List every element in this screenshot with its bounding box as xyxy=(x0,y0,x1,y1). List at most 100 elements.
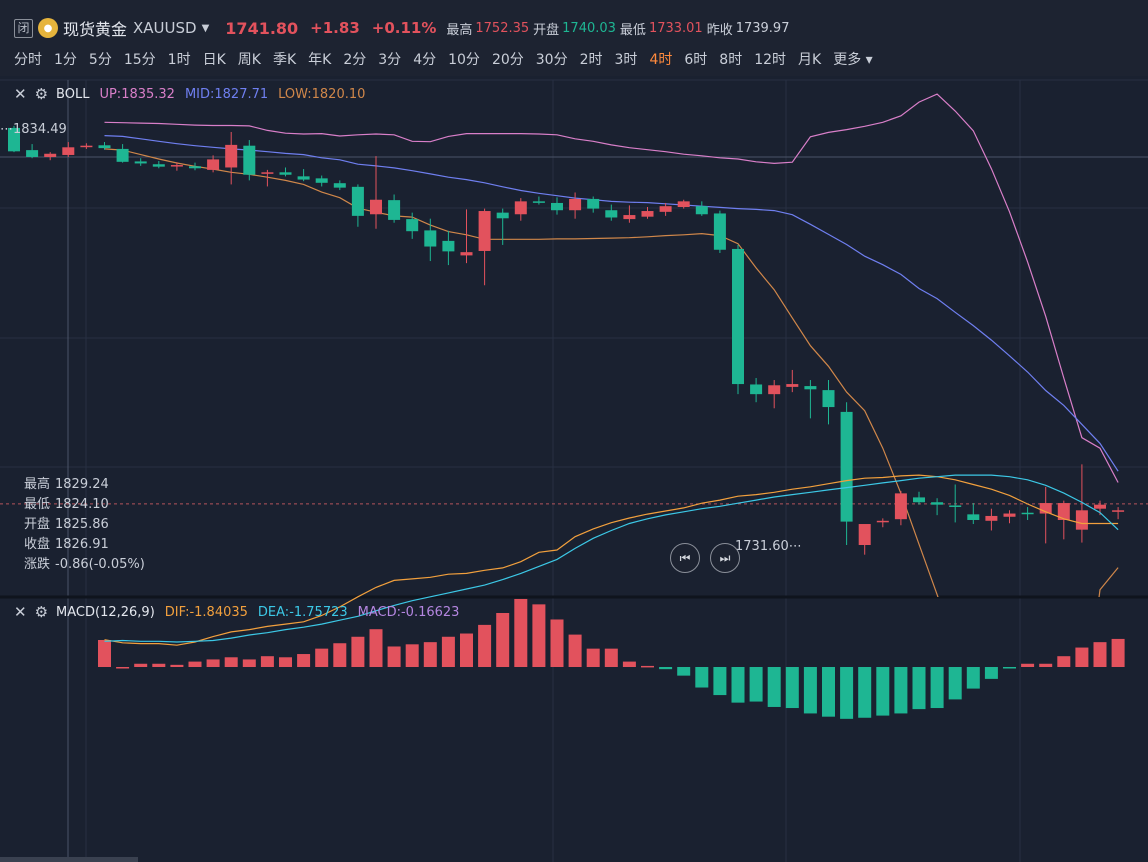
candle-body xyxy=(1021,512,1034,515)
candle-body xyxy=(460,252,473,256)
chevron-down-icon[interactable]: ▼ xyxy=(201,22,210,34)
candle-body xyxy=(858,524,871,545)
candle xyxy=(623,205,636,223)
macd-chart xyxy=(98,474,1125,719)
prev-candle-button[interactable]: ⏮ xyxy=(670,543,700,573)
candle xyxy=(894,490,907,526)
candle xyxy=(967,503,980,525)
period-tab-12[interactable]: 10分 xyxy=(448,52,480,68)
period-tab-0[interactable]: 分时 xyxy=(14,52,42,68)
candle xyxy=(116,144,129,163)
macd-bar xyxy=(460,633,473,667)
candle xyxy=(876,518,889,528)
boll-up-line xyxy=(104,93,1119,483)
boll-legend: ✕ ⚙ BOLL UP:1835.32 MID:1827.71 LOW:1820… xyxy=(14,84,365,104)
skip-forward-icon: ⏭ xyxy=(719,550,731,565)
period-tab-7[interactable]: 季K xyxy=(272,52,297,68)
period-tab-11[interactable]: 4分 xyxy=(413,52,437,68)
period-tab-6[interactable]: 周K xyxy=(237,52,261,68)
kline-chart[interactable] xyxy=(0,76,1148,862)
macd-bar xyxy=(677,667,691,676)
macd-bar xyxy=(695,667,709,688)
candle xyxy=(677,199,690,209)
horizontal-scrollbar[interactable] xyxy=(0,857,138,862)
instrument-name[interactable]: 现货黄金 xyxy=(63,20,128,39)
period-tab-18[interactable]: 6时 xyxy=(684,52,708,68)
open-label: 开盘 xyxy=(533,22,560,38)
period-tab-1[interactable]: 1分 xyxy=(54,52,77,68)
candle-body xyxy=(713,213,726,250)
candle-body xyxy=(623,215,636,220)
gold-coin-icon: ● xyxy=(38,18,58,38)
candle xyxy=(804,380,817,419)
ohlc-low-value: 1824.10 xyxy=(55,497,109,512)
period-tab-5[interactable]: 日K xyxy=(202,52,226,68)
close-icon[interactable]: ✕ xyxy=(14,85,27,103)
macd-name: MACD(12,26,9) xyxy=(56,604,155,620)
macd-bar xyxy=(840,667,854,719)
macd-dea-value: DEA:-1.75723 xyxy=(257,604,348,620)
candle xyxy=(750,378,763,403)
period-tab-16[interactable]: 3时 xyxy=(614,52,638,68)
candle-body xyxy=(388,200,401,220)
close-market-badge[interactable]: 闭 xyxy=(14,18,33,38)
period-tab-20[interactable]: 12时 xyxy=(754,52,787,68)
ohlc-close-label: 收盘 xyxy=(24,537,51,552)
period-tab-14[interactable]: 30分 xyxy=(535,52,568,68)
candle xyxy=(406,212,419,239)
period-tab-8[interactable]: 年K xyxy=(308,52,332,68)
prev-close-label: 昨收 xyxy=(706,22,733,38)
period-tab-22[interactable]: 更多 ▾ xyxy=(833,52,873,68)
candle-body xyxy=(840,411,853,522)
macd-bar xyxy=(785,667,799,709)
period-tab-21[interactable]: 月K xyxy=(798,52,822,68)
close-icon[interactable]: ✕ xyxy=(14,603,27,621)
ohlc-high-value: 1829.24 xyxy=(55,477,109,492)
candle xyxy=(1039,486,1052,544)
candle-body xyxy=(207,159,220,170)
period-tab-17[interactable]: 4时 xyxy=(649,52,673,68)
period-tab-3[interactable]: 15分 xyxy=(123,52,156,68)
candle-body xyxy=(62,147,75,155)
macd-bar xyxy=(568,634,582,667)
candle-body xyxy=(315,178,328,183)
macd-bar xyxy=(279,657,292,667)
instrument-code[interactable]: XAUUSD xyxy=(133,19,197,37)
candle xyxy=(768,380,781,409)
boll-low-value: LOW:1820.10 xyxy=(278,86,366,102)
period-tab-2[interactable]: 5分 xyxy=(88,52,112,68)
boll-name: BOLL xyxy=(56,86,90,102)
gear-icon[interactable]: ⚙ xyxy=(34,85,49,103)
macd-bar xyxy=(224,657,238,667)
candle-body xyxy=(786,384,799,387)
period-tab-19[interactable]: 8时 xyxy=(719,52,743,68)
quote-summary: 闭 ● 现货黄金 XAUUSD ▼ 1741.80 +1.83 +0.11% 最… xyxy=(14,14,793,42)
candle-body xyxy=(822,390,835,408)
period-tab-15[interactable]: 2时 xyxy=(579,52,603,68)
period-tab-9[interactable]: 2分 xyxy=(343,52,367,68)
candle-body xyxy=(967,514,980,520)
macd-bar xyxy=(1075,647,1089,667)
candle xyxy=(460,209,473,264)
period-tab-13[interactable]: 20分 xyxy=(491,52,524,68)
candle-body xyxy=(768,385,781,395)
candle-body xyxy=(424,230,437,247)
candle xyxy=(532,196,545,205)
candle xyxy=(840,402,853,545)
candle-body xyxy=(44,153,57,157)
candle xyxy=(949,484,962,523)
gear-icon[interactable]: ⚙ xyxy=(34,603,49,621)
candle xyxy=(985,508,998,531)
macd-bar xyxy=(351,636,365,667)
macd-bar xyxy=(858,667,872,718)
candle xyxy=(641,206,654,219)
candle-body xyxy=(985,515,998,521)
period-tab-4[interactable]: 1时 xyxy=(167,52,191,68)
last-price: 1741.80 xyxy=(225,18,299,38)
candle xyxy=(152,161,165,169)
candle-body xyxy=(931,502,944,505)
macd-bar xyxy=(242,659,256,667)
candle xyxy=(8,125,20,153)
period-tab-10[interactable]: 3分 xyxy=(378,52,402,68)
next-candle-button[interactable]: ⏭ xyxy=(710,543,740,573)
